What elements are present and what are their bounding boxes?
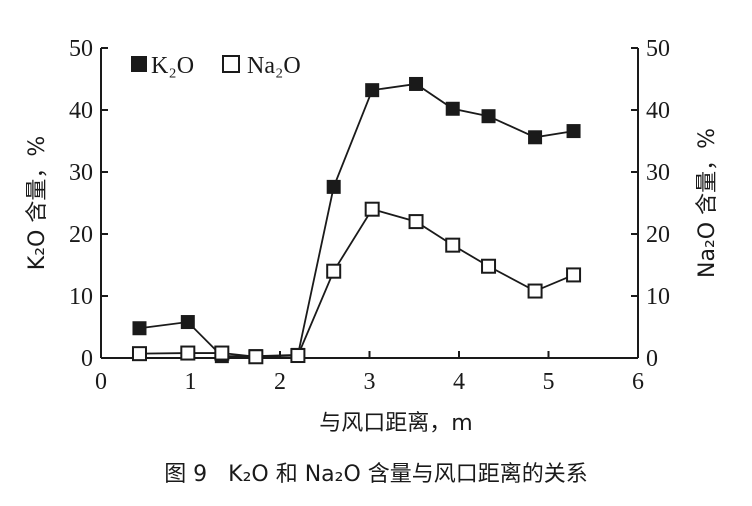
x-tick-label: 1 — [185, 369, 197, 395]
data-point-na2o — [180, 345, 196, 361]
y-tick-label-right: 40 — [646, 98, 670, 124]
figure-number: 图 9 — [164, 462, 208, 487]
data-point-na2o — [214, 345, 230, 361]
x-axis-label: 与风口距离，m — [319, 411, 472, 436]
y-tick-label-left: 10 — [69, 284, 93, 310]
series-line-na2o — [139, 208, 574, 358]
y-tick-label-left: 20 — [69, 222, 93, 248]
data-point-na2o — [248, 349, 264, 365]
y-tick-label-right: 50 — [646, 36, 670, 62]
y-axis-label-right: Na₂O 含量，% — [695, 128, 720, 278]
data-point-na2o — [445, 237, 461, 253]
data-point-na2o — [566, 267, 582, 283]
legend-marker-na2o — [222, 55, 240, 73]
series-layer — [131, 76, 582, 365]
y-tick-label-right: 20 — [646, 222, 670, 248]
x-tick-label: 6 — [632, 369, 644, 395]
y-tick-label-right: 10 — [646, 284, 670, 310]
data-point-k2o — [445, 101, 460, 116]
y-tick-label-left: 40 — [69, 98, 93, 124]
data-point-na2o — [408, 214, 424, 230]
x-tick-label: 0 — [95, 369, 107, 395]
legend: K₂O Na₂O — [131, 53, 301, 79]
y-tick-label-right: 30 — [646, 160, 670, 186]
legend-label-na2o: Na₂O — [247, 53, 301, 79]
data-point-k2o — [528, 130, 543, 145]
legend-marker-k2o — [131, 56, 147, 72]
data-point-na2o — [326, 263, 342, 279]
data-point-k2o — [132, 321, 147, 336]
data-point-k2o — [180, 315, 195, 330]
figure-caption-text: K₂O 和 Na₂O 含量与风口距离的关系 — [228, 462, 588, 487]
data-point-na2o — [527, 283, 543, 299]
data-point-na2o — [364, 201, 380, 217]
y-tick-label-left: 30 — [69, 160, 93, 186]
data-point-k2o — [409, 76, 424, 91]
data-point-na2o — [481, 258, 497, 274]
x-tick-label: 2 — [274, 369, 286, 395]
data-point-k2o — [326, 179, 341, 194]
y-tick-label-left: 0 — [81, 346, 93, 372]
y-axis-label-left: K₂O 含量，% — [25, 136, 50, 270]
figure-caption: 图 9 K₂O 和 Na₂O 含量与风口距离的关系 — [0, 456, 752, 488]
data-point-k2o — [481, 109, 496, 124]
y-tick-label-right: 0 — [646, 346, 658, 372]
data-point-k2o — [365, 83, 380, 98]
y-tick-label-left: 50 — [69, 36, 93, 62]
data-point-na2o — [131, 346, 147, 362]
x-tick-label: 5 — [543, 369, 555, 395]
x-tick-label: 4 — [453, 369, 465, 395]
x-tick-label: 3 — [364, 369, 376, 395]
data-point-k2o — [566, 124, 581, 139]
data-point-na2o — [290, 348, 306, 364]
legend-label-k2o: K₂O — [151, 53, 194, 79]
series-line-k2o — [139, 83, 574, 358]
